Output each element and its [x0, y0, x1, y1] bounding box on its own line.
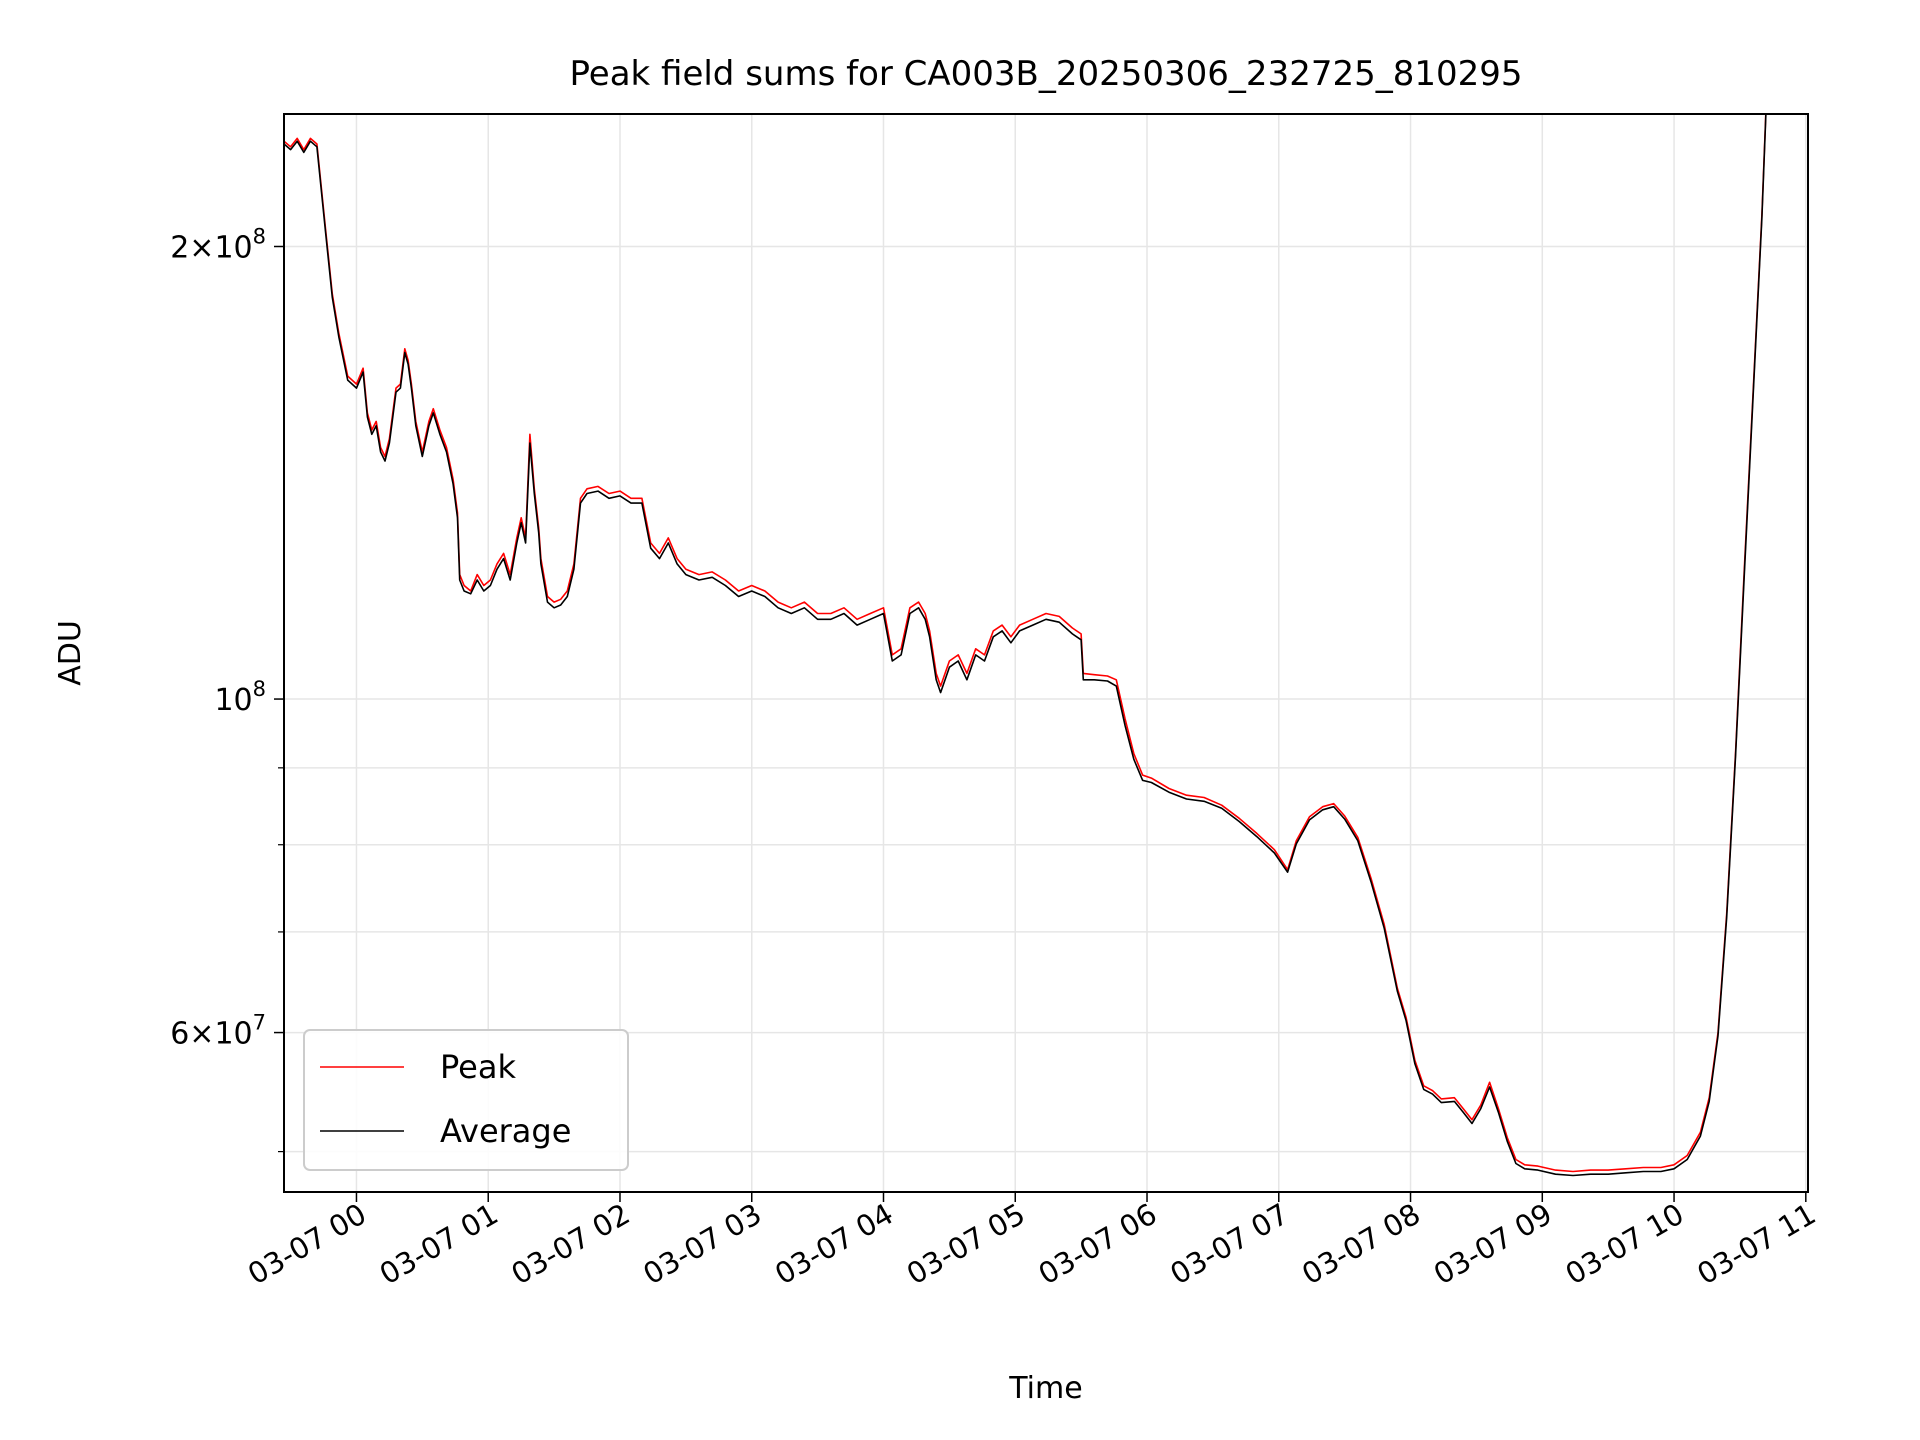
grid: [284, 114, 1808, 1192]
y-axis-label: ADU: [53, 620, 88, 686]
y-tick-label-1: 108: [214, 677, 266, 718]
legend: Peak Average: [303, 1029, 629, 1171]
chart-title: Peak field sums for CA003B_20250306_2327…: [569, 54, 1522, 94]
series-line-peak: [284, 114, 1767, 1173]
y-tick-label-0: 6×107: [170, 1011, 266, 1052]
plot-frame: [283, 113, 1809, 1193]
x-axis-label: Time: [1008, 1371, 1082, 1406]
legend-box: [303, 1029, 629, 1171]
y-tick-label-2: 2×108: [170, 224, 266, 265]
y-axis: 6×107 108 2×108: [170, 224, 284, 1153]
series-line-average: [284, 114, 1767, 1177]
legend-label-peak: Peak: [440, 1048, 516, 1086]
legend-label-average: Average: [440, 1112, 571, 1150]
series-layer: [284, 114, 1767, 1177]
